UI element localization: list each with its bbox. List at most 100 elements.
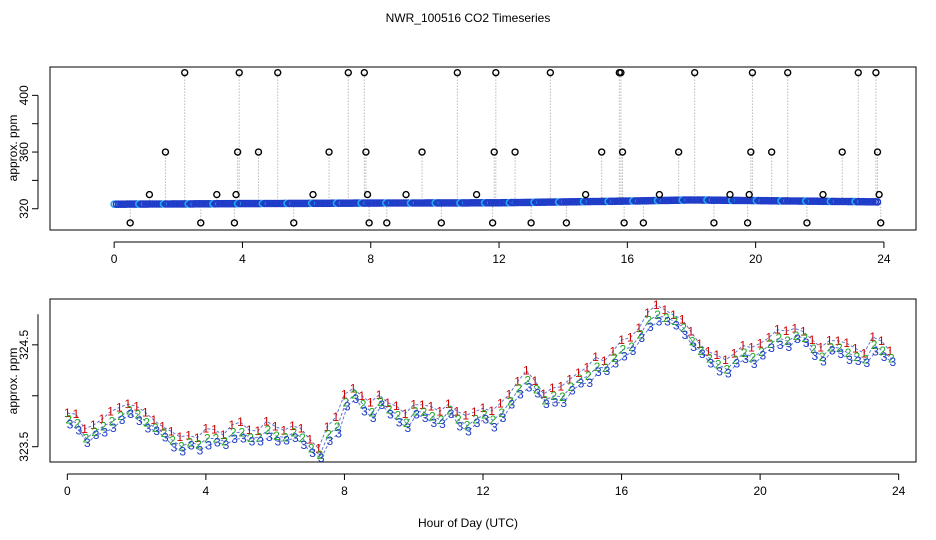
spike-point	[383, 219, 391, 227]
series-marker: 3	[863, 356, 870, 370]
spike-point	[472, 190, 481, 199]
series-marker: 3	[534, 387, 541, 401]
series-marker: 2	[65, 413, 72, 427]
spike-point	[488, 219, 497, 227]
series-marker: 3	[84, 436, 91, 450]
series-line	[67, 304, 891, 450]
series-marker: 2	[282, 431, 289, 445]
series-marker: 1	[662, 303, 669, 317]
series-line	[69, 320, 894, 459]
spike-point	[743, 219, 752, 227]
series-marker: 3	[67, 418, 74, 432]
spike-lines	[129, 72, 882, 223]
series-marker: 1	[713, 348, 720, 362]
series-marker: 1	[809, 333, 816, 347]
series-marker: 1	[125, 397, 132, 411]
series-marker: 2	[819, 350, 826, 364]
series-marker: 2	[351, 388, 358, 402]
series-marker: 3	[145, 421, 152, 435]
series-marker: 2	[550, 389, 557, 403]
series-marker: 1	[116, 400, 123, 414]
spike-point	[597, 148, 606, 156]
series-marker: 2	[871, 338, 878, 352]
series-marker: 2	[888, 352, 895, 366]
series-marker: 1	[211, 423, 218, 437]
series-marker: 1	[843, 336, 850, 350]
x-tick-label: 0	[111, 252, 118, 266]
series-marker: 2	[533, 383, 540, 397]
series-marker: 2	[845, 346, 852, 360]
series-marker: 3	[560, 396, 567, 410]
spike-point	[726, 190, 734, 199]
series-marker: 2	[187, 435, 194, 449]
spike-point	[748, 68, 757, 77]
spike-point	[838, 148, 846, 156]
series-marker: 3	[837, 347, 844, 361]
series-marker: 2	[542, 393, 549, 407]
top-y-axis: 320 360 400	[17, 85, 39, 219]
series-marker: 2	[152, 421, 159, 435]
series-marker: 1	[514, 375, 521, 389]
series-marker: 2	[879, 344, 886, 358]
series-marker: 3	[595, 365, 602, 379]
spike-point	[232, 190, 240, 199]
series-marker: 1	[315, 441, 322, 455]
spike-point	[873, 148, 882, 156]
series-marker: 1	[99, 412, 106, 426]
spike-point	[363, 190, 372, 199]
series-marker: 3	[656, 314, 663, 328]
series-marker: 2	[143, 415, 150, 429]
x-tick-label: 20	[753, 484, 767, 498]
series-marker: 1	[246, 423, 253, 437]
x-tick-label: 24	[892, 484, 906, 498]
series-marker: 3	[751, 357, 758, 371]
series-marker: 2	[308, 442, 315, 456]
series-marker: 1	[168, 424, 175, 438]
series-marker: 3	[404, 421, 411, 435]
series-marker: 2	[446, 403, 453, 417]
series-marker: 1	[306, 433, 313, 447]
spike-point	[877, 219, 885, 227]
series-marker: 2	[195, 438, 202, 452]
spike-point	[145, 190, 154, 199]
series-lines	[67, 304, 894, 459]
series-marker: 1	[436, 405, 443, 419]
y-tick-label: 323.5	[17, 431, 31, 461]
series-marker: 2	[169, 434, 176, 448]
series-marker: 3	[292, 431, 299, 445]
spike-point	[620, 219, 628, 227]
series-marker: 2	[749, 351, 756, 365]
series-marker: 1	[289, 419, 296, 433]
series-marker: 1	[81, 422, 88, 436]
series-marker: 2	[689, 334, 696, 348]
x-tick-label: 12	[492, 252, 506, 266]
series-marker: 1	[670, 308, 677, 322]
series-marker: 1	[687, 324, 694, 338]
series-marker: 3	[249, 435, 256, 449]
x-tick-label: 24	[877, 252, 891, 266]
spike-point	[453, 68, 462, 77]
series-marker: 2	[490, 413, 497, 427]
series-marker: 2	[698, 344, 705, 358]
x-tick-label: 12	[476, 484, 490, 498]
series-marker: 3	[872, 345, 879, 359]
series-marker: 3	[500, 411, 507, 425]
series-marker: 1	[64, 406, 71, 420]
series-marker: 3	[283, 434, 290, 448]
series-marker: 2	[611, 351, 618, 365]
top-plot-frame	[49, 66, 917, 231]
series-marker: 1	[601, 354, 608, 368]
spike-point	[365, 219, 373, 227]
series-marker: 3	[491, 420, 498, 434]
series-marker: 2	[524, 374, 531, 388]
series-marker: 2	[498, 406, 505, 420]
series-marker: 1	[800, 325, 807, 339]
series-marker: 3	[456, 419, 463, 433]
series-marker: 2	[74, 416, 81, 430]
x-tick-label: 16	[621, 252, 635, 266]
series-marker: 2	[775, 331, 782, 345]
series-marker: 3	[266, 430, 273, 444]
top-y-axis-label: approx. ppm	[6, 115, 20, 182]
series-marker: 1	[878, 334, 885, 348]
